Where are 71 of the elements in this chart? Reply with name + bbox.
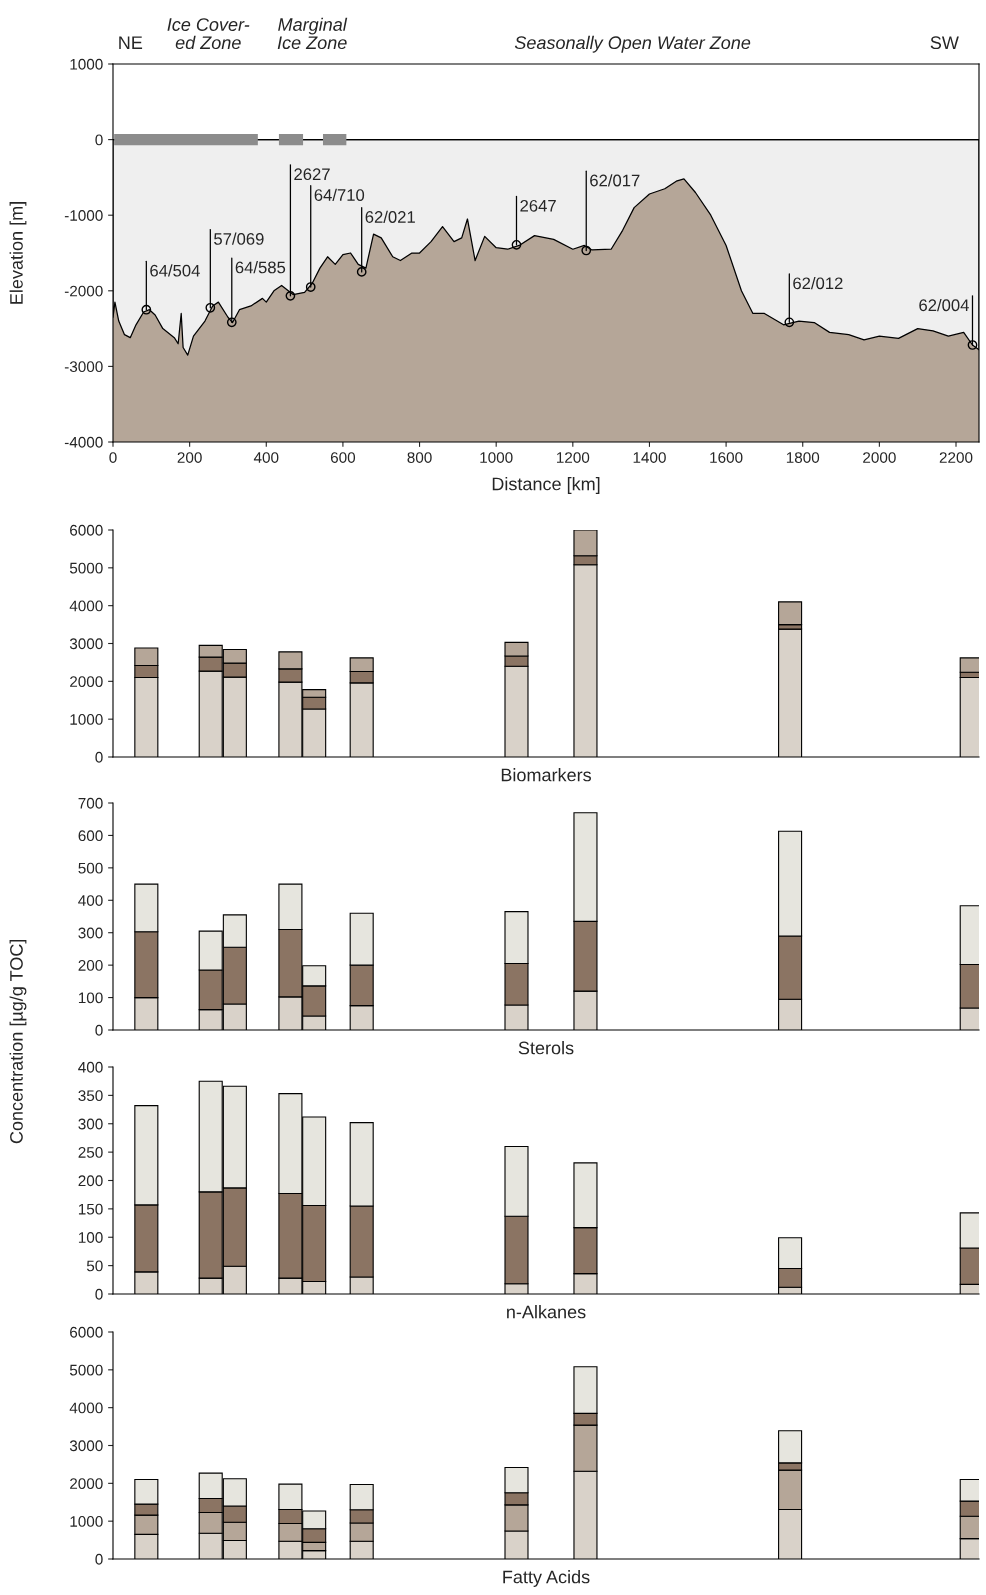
annotation: 2647 [520, 199, 556, 212]
y-tick-label: -2000 [64, 285, 103, 297]
annotation: 62/017 [590, 174, 640, 187]
x-tick-label: 600 [330, 452, 356, 463]
text: Marginal Ice Zone [277, 17, 348, 50]
y-tick-label: 250 [78, 1146, 103, 1158]
y-tick-label: 2000 [70, 676, 103, 688]
y-tick-label: 350 [78, 1090, 103, 1102]
x-axis-title: n-Alkanes [507, 1305, 586, 1319]
x-tick-label: 1400 [633, 452, 666, 463]
x-tick-label: 1600 [710, 452, 743, 463]
y-tick-label: 1000 [70, 1516, 103, 1527]
y-tick-label: 100 [78, 1232, 103, 1243]
y-tick-label: 300 [78, 1118, 103, 1130]
y-axis-title: Elevation [m] [9, 202, 27, 304]
y-axis-title: Concentration [µg/g TOC] [9, 939, 27, 1144]
y-tick-label: 300 [78, 927, 103, 939]
annotation: 2627 [294, 168, 330, 181]
y-tick-label: 500 [78, 862, 103, 874]
annotation: 64/710 [314, 188, 365, 201]
text: Seasonally Open Water Zone [514, 35, 751, 53]
x-tick-label: 1200 [557, 452, 590, 463]
x-tick-label: 2000 [863, 452, 896, 463]
y-tick-label: -4000 [64, 436, 103, 448]
y-tick-label: 0 [95, 134, 103, 146]
annotation: 62/021 [365, 210, 415, 223]
y-tick-label: 1000 [70, 714, 103, 725]
y-tick-label: 4000 [69, 600, 103, 612]
y-tick-label: 3000 [69, 638, 103, 650]
x-tick-label: 2200 [939, 452, 973, 463]
x-axis-title: Fatty Acids [503, 1570, 590, 1587]
text: Ice Cover- ed Zone [167, 18, 250, 50]
y-tick-label: 0 [95, 1288, 103, 1300]
y-tick-label: 6000 [70, 1326, 103, 1338]
x-axis-title: Biomarkers [501, 768, 591, 782]
y-tick-label: 200 [78, 1175, 103, 1187]
y-tick-label: 4000 [69, 1402, 103, 1414]
y-tick-label: -3000 [64, 361, 103, 373]
annotation: 62/004 [919, 298, 969, 312]
y-tick-label: 400 [78, 1061, 103, 1073]
y-tick-label: -1000 [64, 210, 103, 221]
y-tick-label: 0 [95, 1553, 103, 1565]
x-tick-label: 400 [253, 452, 279, 463]
y-tick-label: 2000 [70, 1478, 103, 1490]
y-tick-label: 5000 [69, 1364, 103, 1376]
y-tick-label: 700 [78, 797, 103, 809]
x-tick-label: 200 [177, 452, 202, 463]
annotation: 64/504 [150, 264, 200, 277]
text: NE [119, 36, 143, 49]
x-axis-title: Distance [km] [492, 477, 600, 494]
x-tick-label: 0 [109, 452, 117, 463]
y-tick-label: 0 [95, 1024, 103, 1036]
annotation: 62/012 [793, 276, 843, 290]
annotation: 64/585 [235, 261, 286, 274]
x-tick-label: 800 [407, 452, 432, 463]
y-tick-label: 400 [78, 895, 103, 906]
annotation: 57/069 [214, 232, 264, 245]
y-tick-label: 600 [78, 830, 103, 842]
y-tick-label: 1000 [70, 58, 103, 70]
y-tick-label: 3000 [69, 1440, 103, 1452]
x-tick-label: 1800 [786, 452, 820, 463]
y-tick-label: 150 [78, 1203, 103, 1215]
y-tick-label: 5000 [69, 562, 103, 574]
x-axis-title: Sterols [518, 1041, 574, 1055]
y-tick-label: 100 [78, 992, 103, 1004]
y-tick-label: 6000 [70, 524, 103, 536]
y-tick-label: 0 [95, 751, 103, 763]
x-tick-label: 1000 [480, 452, 513, 463]
y-tick-label: 50 [86, 1260, 103, 1272]
text: SW [930, 36, 959, 50]
y-tick-label: 200 [78, 960, 103, 971]
